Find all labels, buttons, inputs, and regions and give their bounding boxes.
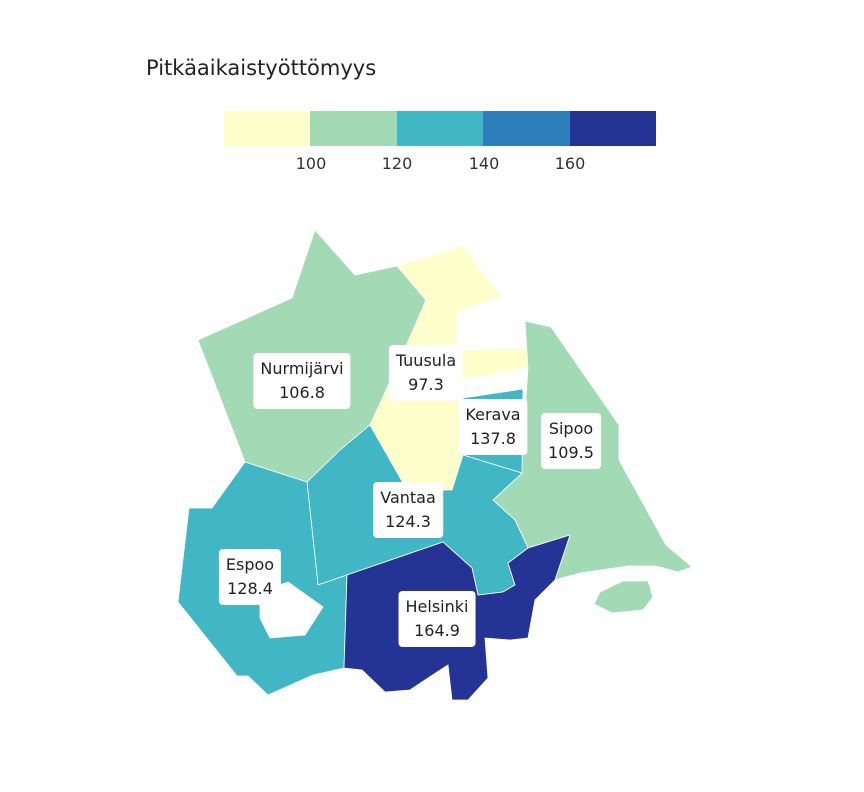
legend-tick-100: 100 [295,154,327,173]
label-helsinki: Helsinki 164.9 [398,591,476,647]
label-value: 164.9 [414,621,460,640]
label-name: Helsinki [405,597,469,616]
legend-bin-2 [310,111,397,146]
legend-bin-1 [224,111,311,146]
label-name: Sipoo [548,419,594,438]
label-sipoo: Sipoo 109.5 [541,413,601,469]
label-value: 128.4 [227,579,273,598]
legend-bin-5 [569,111,657,146]
legend-bin-4 [483,111,570,146]
label-name: Tuusula [395,351,457,370]
label-name: Vantaa [380,488,436,507]
label-name: Kerava [465,405,521,424]
label-nurmijarvi: Nurmijärvi 106.8 [253,353,351,409]
label-value: 106.8 [279,383,325,402]
map-title: Pitkäaikaistyöttömyys [146,56,377,80]
label-name: Espoo [225,555,275,574]
legend-bin-3 [396,111,484,146]
region-sipoo-island[interactable] [593,580,654,614]
label-value: 97.3 [408,375,444,394]
label-name: Nurmijärvi [260,359,344,378]
label-value: 109.5 [548,443,594,462]
label-espoo: Espoo 128.4 [218,549,282,605]
legend-tick-160: 160 [554,154,586,173]
color-legend [224,111,657,146]
label-value: 124.3 [385,512,431,531]
label-value: 137.8 [470,429,516,448]
legend-tick-140: 140 [468,154,500,173]
legend-tick-120: 120 [381,154,413,173]
label-vantaa: Vantaa 124.3 [373,482,443,538]
label-kerava: Kerava 137.8 [458,399,528,455]
label-tuusula: Tuusula 97.3 [388,345,464,401]
